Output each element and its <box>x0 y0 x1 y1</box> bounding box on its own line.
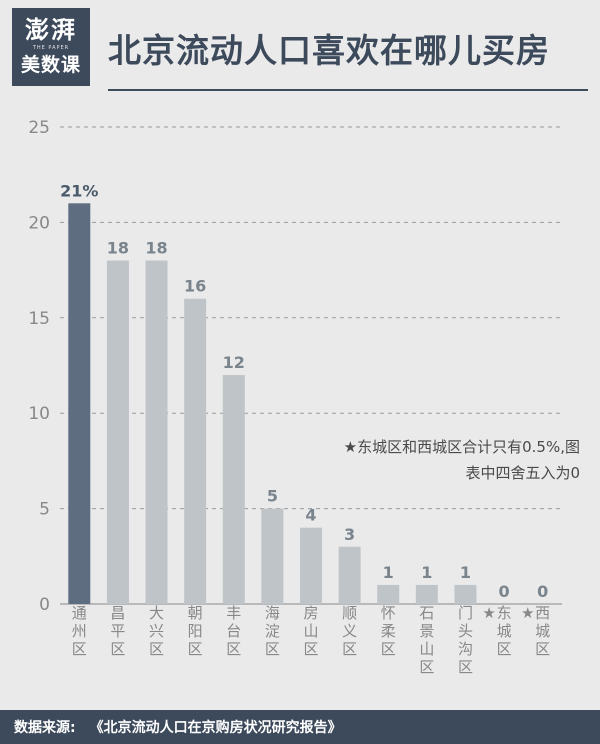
y-tick-label: 25 <box>28 118 50 138</box>
footer: 数据来源: 《北京流动人口在京购房状况研究报告》 <box>0 710 600 744</box>
bar <box>68 203 91 604</box>
x-tick-label: 大兴区 <box>149 604 164 658</box>
bar-chart: 051015202521%通州区18昌平区18大兴区16朝阳区12丰台区5海淀区… <box>28 118 562 676</box>
bar <box>184 298 207 604</box>
x-tick-label: 门头沟区 <box>458 604 473 676</box>
bar-value-label: 18 <box>107 239 129 258</box>
brand-logo: 澎湃 THE PAPER 美数课 <box>12 8 90 86</box>
bar-value-label: 1 <box>421 563 432 582</box>
bar <box>338 546 361 604</box>
bar <box>106 260 129 604</box>
chart-note: ★东城区和西城区合计只有0.5%,图表中四舍五入为0 <box>343 438 580 482</box>
footer-label: 数据来源: <box>14 720 76 736</box>
bar <box>222 375 245 604</box>
bar-value-label: 1 <box>383 563 394 582</box>
bar-value-label: 5 <box>267 487 278 506</box>
y-tick-label: 10 <box>28 404 50 424</box>
bar <box>377 584 400 604</box>
page-title: 北京流动人口喜欢在哪儿买房 <box>108 31 550 70</box>
bar-value-label: 21% <box>60 181 98 200</box>
y-tick-label: 0 <box>39 595 50 615</box>
bar-value-label: 18 <box>145 239 167 258</box>
bar-value-label: 0 <box>537 582 548 601</box>
bar <box>415 584 438 604</box>
bar-value-label: 0 <box>499 582 510 601</box>
bar-value-label: 12 <box>223 353 245 372</box>
bar <box>261 508 284 604</box>
bar <box>454 584 477 604</box>
x-tick-label: 顺义区 <box>342 604 357 658</box>
x-tick-label: 丰台区 <box>226 604 241 658</box>
bar <box>145 260 168 604</box>
brand-name: 美数课 <box>20 54 81 76</box>
bar-value-label: 1 <box>460 563 471 582</box>
x-tick-label: ★西城区 <box>521 604 550 658</box>
footer-source: 《北京流动人口在京购房状况研究报告》 <box>89 720 342 736</box>
x-tick-label: ★东城区 <box>482 604 511 658</box>
x-tick-label: 怀柔区 <box>381 604 396 658</box>
x-tick-label: 通州区 <box>72 604 87 658</box>
y-tick-label: 15 <box>28 309 50 329</box>
bar-value-label: 3 <box>344 525 355 544</box>
y-tick-label: 20 <box>28 213 50 233</box>
title-divider <box>108 89 588 91</box>
x-tick-label: 房山区 <box>303 604 318 658</box>
brand-mark: 澎湃 <box>25 15 77 44</box>
bar-value-label: 4 <box>305 506 316 525</box>
x-tick-label: 石景山区 <box>419 604 434 676</box>
x-tick-label: 昌平区 <box>110 604 125 658</box>
bar-value-label: 16 <box>184 277 206 296</box>
x-tick-label: 海淀区 <box>265 604 280 658</box>
y-tick-label: 5 <box>39 500 50 520</box>
bar <box>300 527 322 604</box>
brand-sub: THE PAPER <box>32 45 70 51</box>
x-tick-label: 朝阳区 <box>188 604 203 658</box>
